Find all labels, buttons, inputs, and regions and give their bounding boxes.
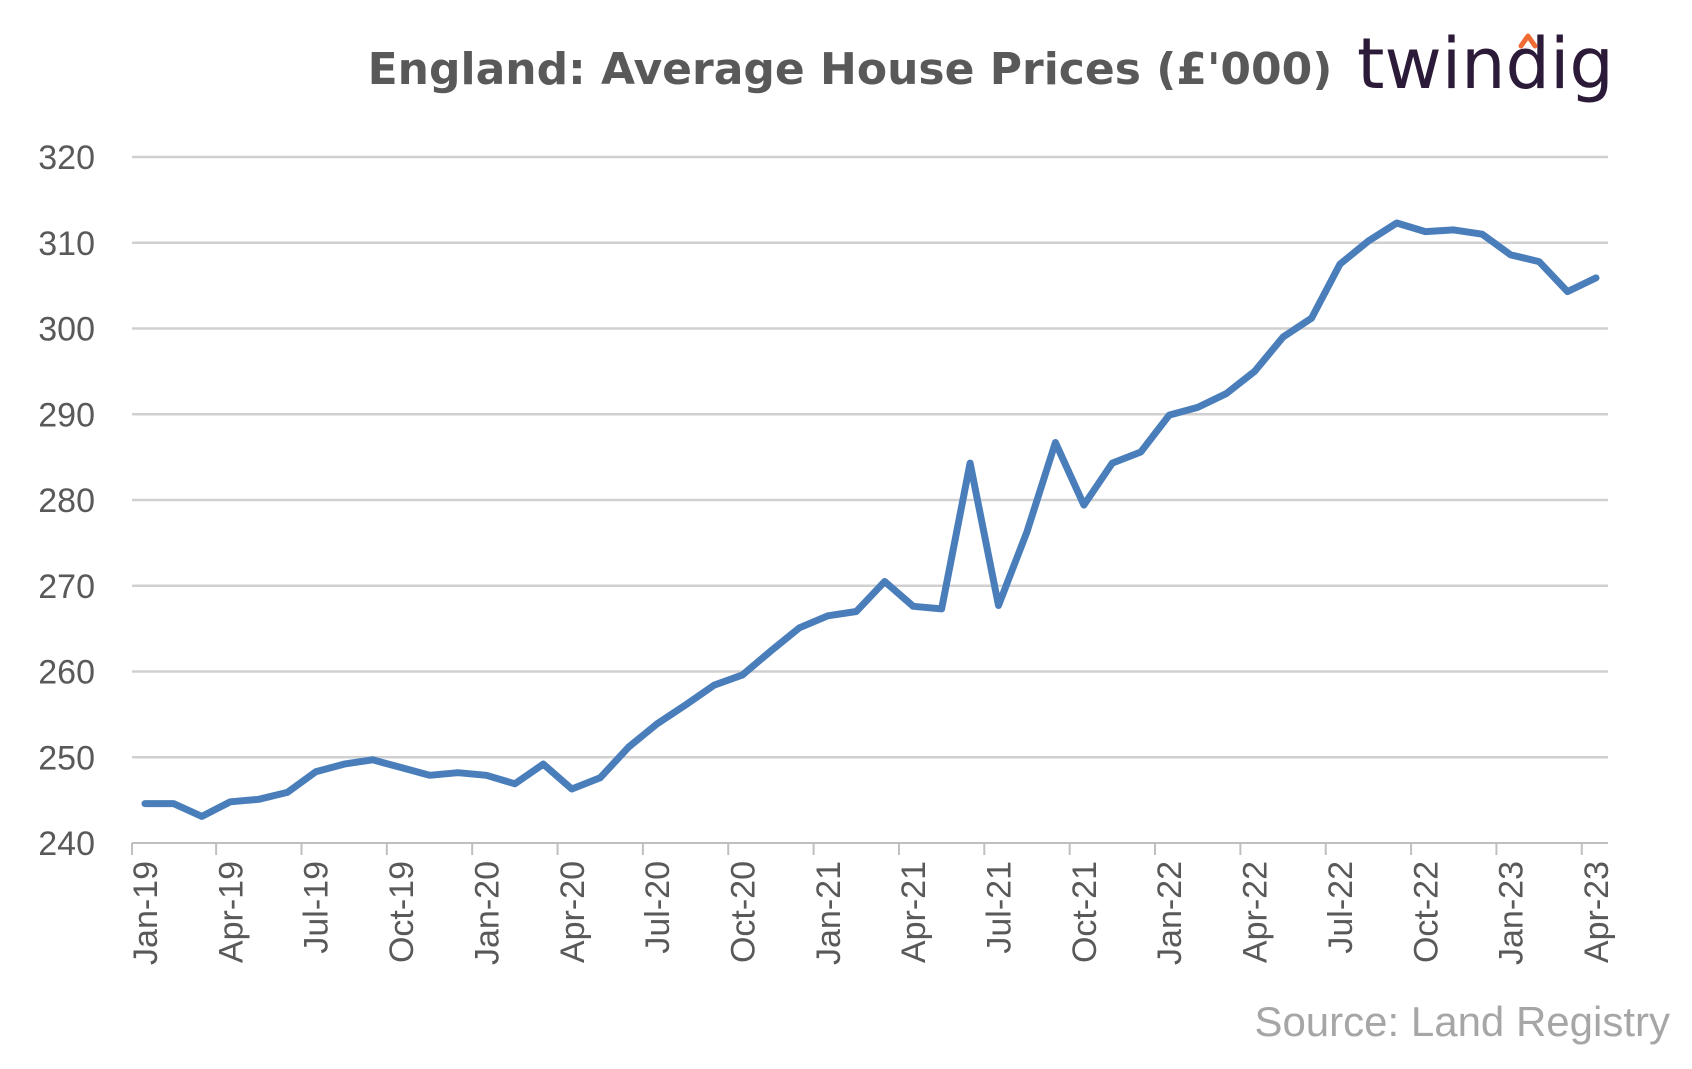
x-tick-label: Jul-19: [298, 861, 336, 954]
y-tick-label: 270: [38, 568, 95, 606]
x-tick-label: Jul-20: [639, 861, 677, 954]
x-tick-label: Jan-21: [810, 861, 848, 965]
series-line-0: [141, 219, 1600, 820]
x-tick-label: Oct-19: [383, 861, 421, 963]
x-tick-label: Apr-22: [1237, 861, 1275, 963]
x-tick-label: Jul-22: [1322, 861, 1360, 954]
gridlines: [132, 155, 1608, 759]
y-tick-label: 290: [38, 396, 95, 434]
y-axis-ticks: 240 250 260 270 280 290 300 310 320: [38, 139, 95, 863]
y-tick-label: 310: [38, 225, 95, 263]
logo-accent-icon: [1518, 33, 1538, 49]
x-tick-label: Jul-21: [981, 861, 1019, 954]
y-tick-label: 240: [38, 825, 95, 863]
x-tick-label: Jan-20: [468, 861, 506, 965]
x-tick-label: Jan-19: [127, 861, 165, 965]
y-tick-label: 300: [38, 311, 95, 349]
y-tick-label: 250: [38, 739, 95, 777]
x-tick-label: Oct-22: [1407, 861, 1445, 963]
x-tick-label: Jan-23: [1493, 861, 1531, 965]
source-note: Source: Land Registry: [1254, 998, 1670, 1045]
x-tick-label: Apr-23: [1578, 861, 1616, 963]
y-tick-label: 260: [38, 654, 95, 692]
x-tick-label: Jan-22: [1151, 861, 1189, 965]
y-tick-label: 320: [38, 139, 95, 177]
twindig-logo: twindig: [1357, 23, 1614, 105]
x-tick-label: Apr-20: [554, 861, 592, 963]
x-tick-label: Oct-21: [1066, 861, 1104, 963]
x-tick-label: Oct-20: [724, 861, 762, 963]
x-tick-label: Apr-19: [212, 861, 250, 963]
x-axis: Jan-19 Apr-19 Jul-19 Oct-19 Jan-20 Apr-20 Jul-…: [127, 842, 1616, 965]
chart-title: England: Average House Prices (£'000): [368, 44, 1333, 95]
y-tick-label: 280: [38, 482, 95, 520]
x-tick-label: Apr-21: [895, 861, 933, 963]
logo-text: twindig: [1357, 23, 1614, 105]
series-group: [141, 219, 1600, 820]
